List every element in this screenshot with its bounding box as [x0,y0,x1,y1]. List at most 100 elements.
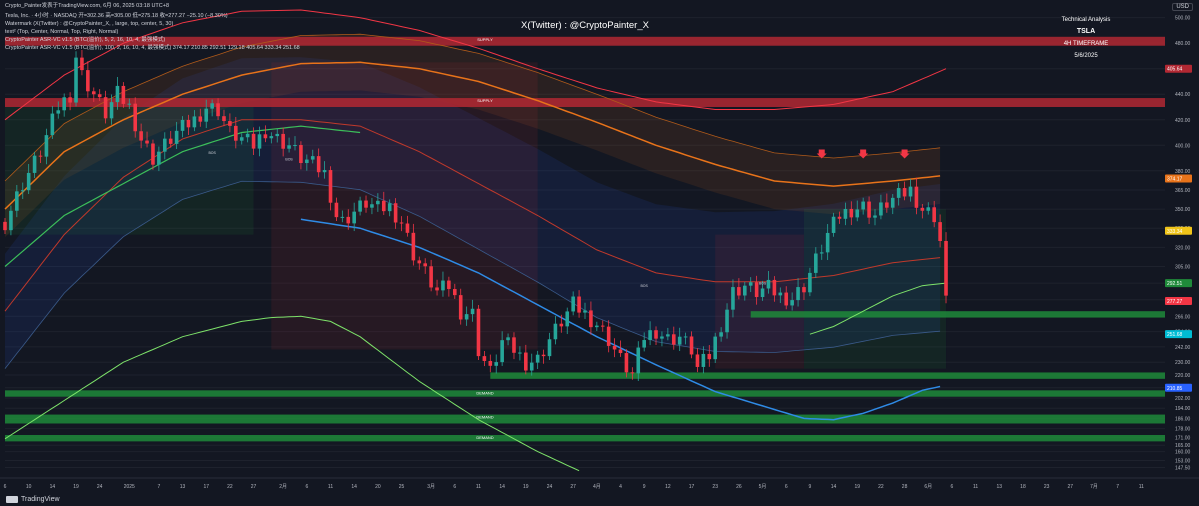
time-tick-label: 12 [665,484,671,490]
candle-body [186,119,191,128]
time-tick-label: 3月 [427,484,435,490]
candle-body [896,188,901,198]
price-tick-label: 230.00 [1175,360,1191,366]
indicator-asr-1[interactable]: CryptoPainter ASR-VC v1.5 (BTC(溢价), 5, 2… [5,37,166,43]
candle-body [559,323,564,327]
published-header: Crypto_Painter发表于TradingView.com, 6月 06,… [5,3,170,9]
price-tick-label: 320.00 [1175,245,1191,251]
candle-body [470,308,475,315]
watermark-text: X(Twitter) : @CryptoPainter_X [521,20,649,31]
currency-button[interactable]: USD [1172,3,1193,11]
candle-body [168,138,173,144]
zone-rect [5,36,1165,46]
candle-body [370,204,374,208]
candle-body [920,207,925,211]
price-marker [1165,383,1192,392]
price-tick-label: 365.00 [1175,188,1191,194]
tradingview-logo[interactable]: TradingView [6,496,60,503]
time-tick-label: 19 [523,484,529,490]
bullish-region [803,209,947,369]
candle-body [618,349,623,354]
indicator-watermark[interactable]: Watermark (X(Twitter) : @CryptoPainter_X… [5,21,174,27]
orange-band-line [4,61,941,210]
candle-body [441,280,445,291]
price-marker [1165,330,1192,339]
zone-label: DEMAND [476,390,493,395]
time-tick-label: 14 [50,484,56,490]
time-tick-label: 5月 [759,484,767,490]
candle-body [429,266,433,288]
candle-body [162,138,167,152]
price-marker-label: 292.51 [1167,281,1183,287]
indicator-asr-2[interactable]: CryptoPainter ASR-VC v1.5 (BTC(溢价), 100,… [5,45,300,51]
candle-body [808,272,812,293]
time-tick-label: 7月 [1090,484,1098,490]
price-tick-label: 202.00 [1175,396,1191,402]
candle-body [553,323,558,340]
candle-body [56,110,61,114]
candle-body [547,339,552,357]
candle-body [109,102,114,119]
candle-body [281,133,285,149]
time-tick-label: 14 [499,484,505,490]
price-tick-label: 440.00 [1175,92,1191,98]
bearish-region [715,234,804,369]
candle-body [938,222,942,241]
candle-body [719,332,723,337]
candle-body [228,121,232,126]
candle-body [352,211,356,224]
candle-body [381,200,386,212]
candle-body [600,325,605,327]
candle-body [518,352,522,354]
candle-body [796,287,800,301]
time-tick-label: 14 [351,484,357,490]
candle-body [589,310,593,328]
candle-body [565,311,570,327]
time-tick-label: 11 [1139,484,1144,490]
candle-body [677,336,682,345]
candle-body [908,186,913,197]
candle-body [68,97,72,103]
candle-body [766,279,771,289]
candle-body [926,207,931,211]
candle-body [192,116,197,128]
price-tick-label: 305.00 [1175,265,1191,271]
zone-label: DEMAND [476,415,493,420]
candle-body [305,159,309,164]
price-marker [1165,296,1192,305]
time-tick-label: 27 [1068,484,1074,490]
candle-body [399,222,404,224]
candle-body [174,130,179,144]
price-tick-label: 178.00 [1175,427,1191,433]
candle-body [447,280,451,289]
candle-body [210,103,214,109]
candle-body [9,210,13,231]
candle-body [115,85,120,103]
candle-body [251,133,256,149]
candle-body [642,340,646,348]
time-tick-label: 2月 [279,484,287,490]
candle-body [405,223,410,233]
candle-body [606,326,611,346]
time-tick-label: 19 [854,484,860,490]
candle-body [944,241,948,296]
bos-label: BOS [285,158,293,162]
price-tick-label: 500.00 [1175,16,1191,22]
candle-body [234,125,238,141]
analysis-box: Technical Analysis TSLA 4H TIMEFRAME 5/6… [1031,14,1141,62]
candle-body [748,282,753,286]
indicator-text[interactable]: text² (Top, Center, Normal, Top, Right, … [5,29,119,35]
candle-body [577,296,581,313]
zone-label: DEMAND [476,435,493,440]
candle-body [452,288,457,296]
zone-rect [5,434,1165,442]
candle-body [435,287,439,291]
candle-body [754,282,759,298]
candle-body [837,216,842,219]
time-tick-label: 13 [180,484,186,490]
analysis-timeframe: 4H TIMEFRAME [1063,41,1109,47]
candle-body [494,362,499,366]
candle-body [86,70,90,92]
candle-body [914,186,919,208]
